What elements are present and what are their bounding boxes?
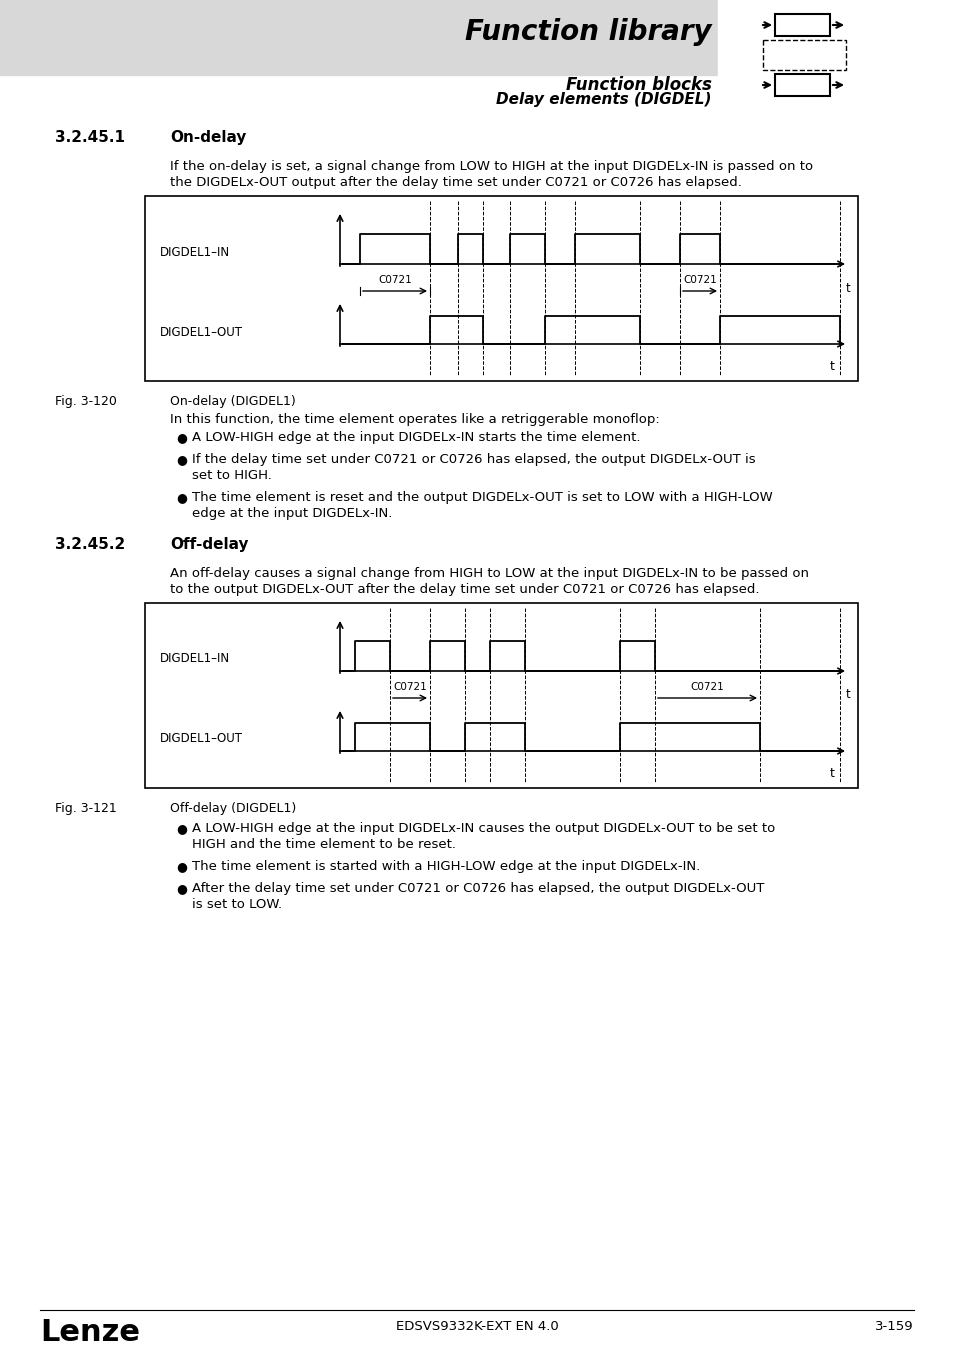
Text: 3-159: 3-159	[875, 1320, 913, 1332]
Text: 3.2.45.2: 3.2.45.2	[55, 537, 125, 552]
Text: The time element is started with a HIGH-LOW edge at the input DIGDELx-IN.: The time element is started with a HIGH-…	[192, 860, 700, 873]
Text: Lenze: Lenze	[40, 1318, 140, 1347]
Text: Function blocks: Function blocks	[565, 76, 711, 95]
Text: After the delay time set under C0721 or C0726 has elapsed, the output DIGDELx-OU: After the delay time set under C0721 or …	[192, 882, 763, 895]
Text: HIGH and the time element to be reset.: HIGH and the time element to be reset.	[192, 838, 456, 850]
Text: the DIGDELx-OUT output after the delay time set under C0721 or C0726 has elapsed: the DIGDELx-OUT output after the delay t…	[170, 176, 741, 189]
Text: ●: ●	[175, 882, 187, 895]
Text: Delay elements (DIGDEL): Delay elements (DIGDEL)	[496, 92, 711, 107]
Text: Off-delay: Off-delay	[170, 537, 248, 552]
Text: C0721: C0721	[682, 275, 716, 285]
Text: In this function, the time element operates like a retriggerable monoflop:: In this function, the time element opera…	[170, 413, 659, 427]
Text: ●: ●	[175, 822, 187, 836]
Text: ●: ●	[175, 431, 187, 444]
Text: to the output DIGDELx-OUT after the delay time set under C0721 or C0726 has elap: to the output DIGDELx-OUT after the dela…	[170, 583, 759, 595]
Text: t: t	[845, 688, 850, 702]
Text: DIGDEL1–OUT: DIGDEL1–OUT	[160, 733, 243, 745]
Text: C0721: C0721	[689, 682, 723, 693]
Text: A LOW-HIGH edge at the input DIGDELx-IN starts the time element.: A LOW-HIGH edge at the input DIGDELx-IN …	[192, 431, 639, 444]
Text: DIGDEL1–IN: DIGDEL1–IN	[160, 652, 230, 666]
Text: t: t	[845, 282, 850, 294]
Text: ●: ●	[175, 491, 187, 504]
Text: Fig. 3-121: Fig. 3-121	[55, 802, 116, 815]
Text: C0721: C0721	[393, 682, 426, 693]
Text: ●: ●	[175, 860, 187, 873]
Text: edge at the input DIGDELx-IN.: edge at the input DIGDELx-IN.	[192, 508, 392, 520]
Text: is set to LOW.: is set to LOW.	[192, 898, 282, 911]
Bar	[718, 0, 953, 109]
Bar	[774, 74, 829, 96]
Text: An off-delay causes a signal change from HIGH to LOW at the input DIGDELx-IN to : An off-delay causes a signal change from…	[170, 567, 808, 580]
Bar	[145, 603, 857, 788]
Text: On-delay (DIGDEL1): On-delay (DIGDEL1)	[170, 396, 295, 408]
Text: EDSVS9332K-EXT EN 4.0: EDSVS9332K-EXT EN 4.0	[395, 1320, 558, 1332]
Text: The time element is reset and the output DIGDELx-OUT is set to LOW with a HIGH-L: The time element is reset and the output…	[192, 491, 772, 504]
Text: t: t	[829, 360, 834, 373]
Bar	[774, 14, 829, 36]
Text: 3.2.45.1: 3.2.45.1	[55, 130, 125, 144]
Text: On-delay: On-delay	[170, 130, 246, 144]
Text: Fig. 3-120: Fig. 3-120	[55, 396, 117, 408]
Bar	[145, 196, 857, 381]
Text: C0721: C0721	[377, 275, 412, 285]
Text: If the on-delay is set, a signal change from LOW to HIGH at the input DIGDELx-IN: If the on-delay is set, a signal change …	[170, 161, 812, 173]
Text: DIGDEL1–IN: DIGDEL1–IN	[160, 246, 230, 258]
Text: ●: ●	[175, 454, 187, 466]
Text: t: t	[829, 767, 834, 780]
Bar	[0, 0, 953, 76]
Text: set to HIGH.: set to HIGH.	[192, 468, 272, 482]
Bar	[762, 40, 845, 70]
Text: A LOW-HIGH edge at the input DIGDELx-IN causes the output DIGDELx-OUT to be set : A LOW-HIGH edge at the input DIGDELx-IN …	[192, 822, 775, 836]
Text: DIGDEL1–OUT: DIGDEL1–OUT	[160, 325, 243, 339]
Text: Function library: Function library	[465, 18, 711, 46]
Text: Off-delay (DIGDEL1): Off-delay (DIGDEL1)	[170, 802, 296, 815]
Text: If the delay time set under C0721 or C0726 has elapsed, the output DIGDELx-OUT i: If the delay time set under C0721 or C07…	[192, 454, 755, 466]
